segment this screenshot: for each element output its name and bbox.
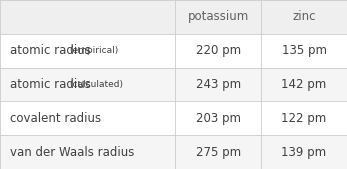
Text: (calculated): (calculated) [70, 80, 124, 89]
Text: 243 pm: 243 pm [196, 78, 241, 91]
Bar [0, 135, 347, 169]
Text: covalent radius: covalent radius [10, 112, 102, 125]
Text: 142 pm: 142 pm [281, 78, 327, 91]
Bar [0, 68, 347, 101]
Text: van der Waals radius: van der Waals radius [10, 146, 135, 159]
Text: zinc: zinc [292, 10, 316, 23]
Text: 135 pm: 135 pm [281, 44, 327, 57]
Bar [0, 34, 347, 68]
Text: 139 pm: 139 pm [281, 146, 327, 159]
Text: 220 pm: 220 pm [196, 44, 241, 57]
Text: potassium: potassium [187, 10, 249, 23]
Text: atomic radius: atomic radius [10, 44, 91, 57]
Text: atomic radius: atomic radius [10, 78, 91, 91]
Bar [0, 101, 347, 135]
Text: (empirical): (empirical) [70, 46, 119, 55]
Text: 122 pm: 122 pm [281, 112, 327, 125]
Text: 203 pm: 203 pm [196, 112, 241, 125]
Bar [0, 0, 347, 34]
Text: 275 pm: 275 pm [196, 146, 241, 159]
